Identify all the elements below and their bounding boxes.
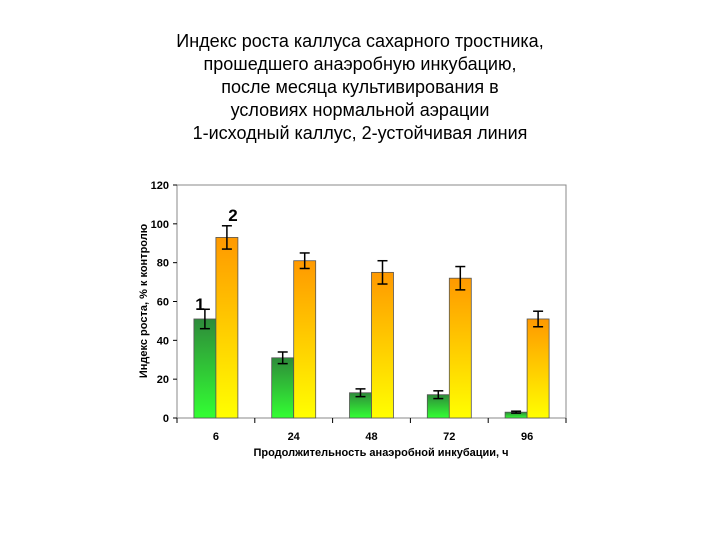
y-tick-label: 80 [157,258,169,270]
bar-series-1-24 [271,357,295,419]
bars-group [193,237,550,419]
x-tick-label: 48 [365,431,377,443]
title-line-2: прошедшего анаэробную инкубацию, [203,54,517,74]
series-1-label: 1 [195,295,204,314]
x-axis-label: Продолжительность анаэробной инкубации, … [253,447,508,459]
y-tick-label: 40 [157,335,169,347]
bar-series-2-24 [293,260,317,419]
series-2-label: 2 [228,206,237,225]
y-axis: 0 20 40 60 80 100 120 [151,180,177,425]
title-line-3: после месяца культивирования в [221,77,499,97]
y-tick-label: 60 [157,297,169,309]
y-tick-label: 100 [151,219,169,231]
bar-series-2-6 [215,237,239,419]
x-axis: 6 24 48 72 96 [176,418,567,443]
bar-series-2-48 [371,271,394,419]
x-tick-label: 6 [213,431,219,443]
title-line-5: 1-исходный каллус, 2-устойчивая линия [192,123,528,143]
x-tick-label: 72 [443,431,455,443]
chart-title: Индекс роста каллуса сахарного тростника… [0,30,720,145]
x-tick-label: 24 [288,431,301,443]
error-bars-group [199,225,544,414]
title-line-4: условиях нормальной аэрации [230,100,490,120]
y-tick-label: 20 [157,374,169,386]
bar-series-1-6 [193,318,217,419]
y-axis-label: Индекс роста, % к контролю [138,224,150,378]
y-tick-label: 120 [151,180,169,192]
bar-series-2-72 [448,277,472,419]
x-tick-label: 96 [521,431,533,443]
y-tick-label: 0 [163,413,169,425]
title-line-1: Индекс роста каллуса сахарного тростника… [176,31,544,51]
bar-series-2-96 [526,318,550,419]
